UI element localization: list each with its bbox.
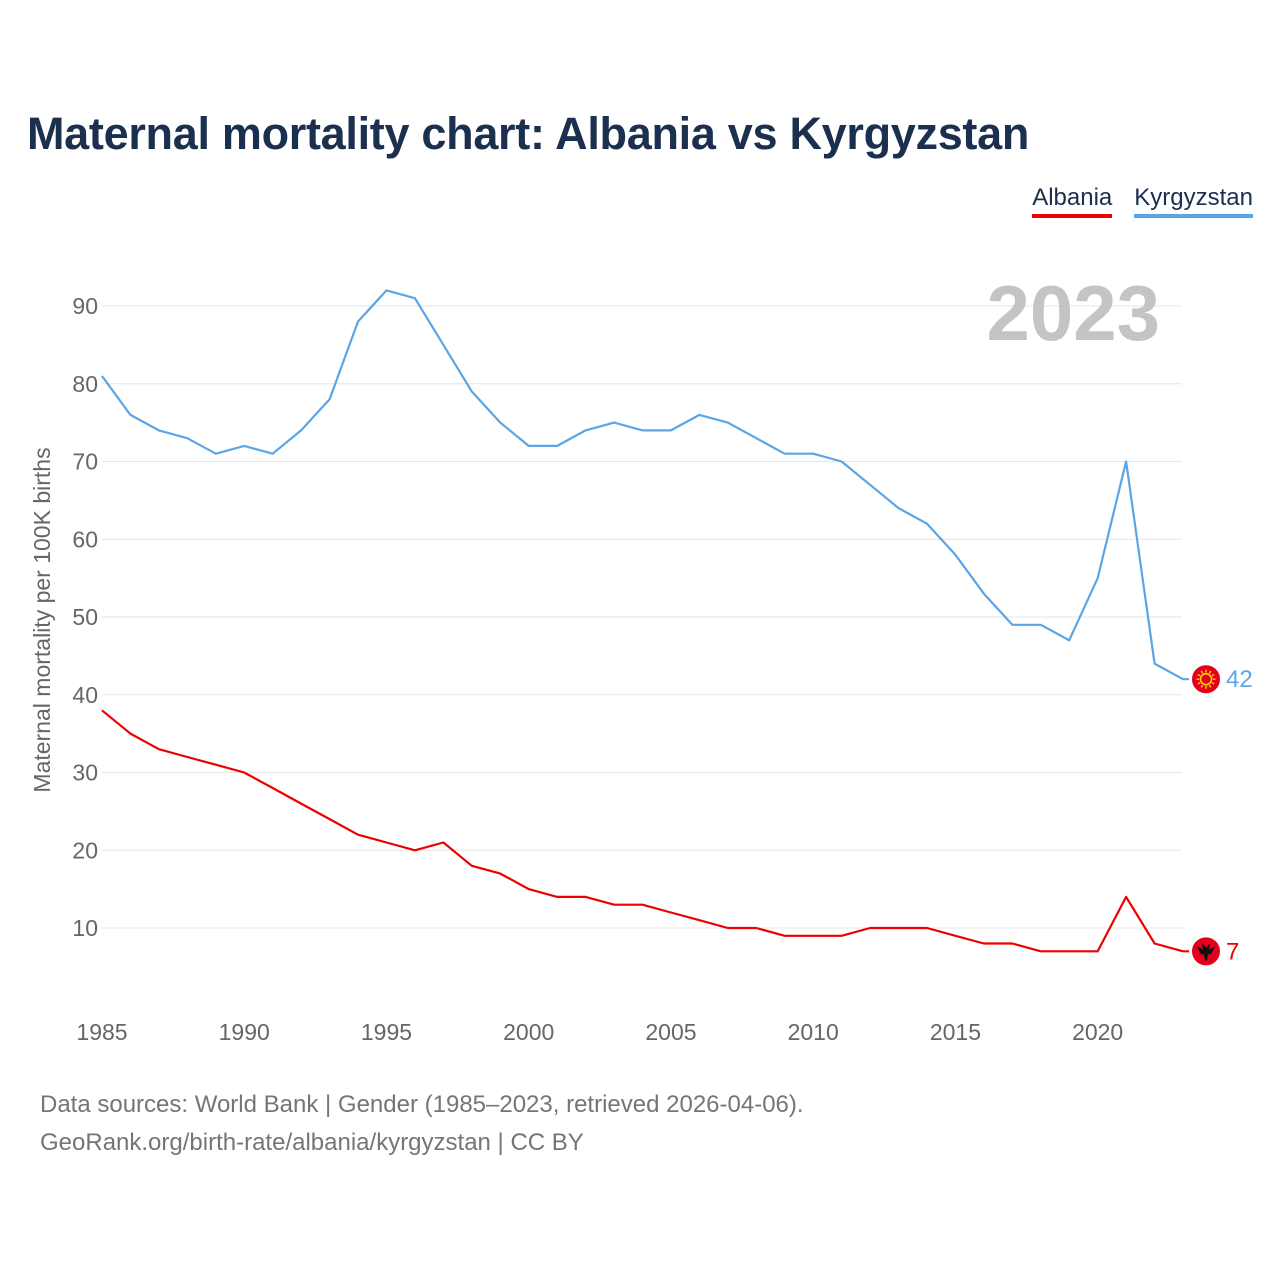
y-axis-label: Maternal mortality per 100K births <box>29 447 55 792</box>
flag-disc <box>1191 664 1221 695</box>
x-tick-label: 2015 <box>930 1019 981 1045</box>
x-tick-label: 2010 <box>788 1019 839 1045</box>
flag-sun-ray <box>1200 684 1204 688</box>
y-tick-label: 50 <box>72 604 98 630</box>
flag-sun-ray <box>1211 681 1215 685</box>
y-tick-label: 20 <box>72 837 98 863</box>
flag-eagle <box>1197 943 1215 961</box>
y-tick-label: 70 <box>72 449 98 475</box>
x-axis-ticks: 1985 1990 1995 2000 2005 2010 2015 2020 <box>76 1019 1123 1045</box>
flag-sun-ray <box>1197 673 1201 677</box>
year-watermark: 2023 <box>986 269 1160 357</box>
x-tick-label: 1990 <box>219 1019 270 1045</box>
albania-flag-icon <box>1191 936 1221 967</box>
end-label-kyrgyzstan: 42 <box>1226 666 1253 693</box>
flag-sun-ray <box>1200 670 1204 674</box>
legend-item-kyrgyzstan[interactable]: Kyrgyzstan <box>1134 184 1253 218</box>
source-link[interactable]: GeoRank.org/birth-rate/albania/kyrgyzsta… <box>40 1129 584 1156</box>
y-tick-label: 80 <box>72 371 98 397</box>
data-source-note: Data sources: World Bank | Gender (1985–… <box>40 1091 804 1118</box>
chart-title: Maternal mortality chart: Albania vs Kyr… <box>27 108 1030 159</box>
flag-sun-ray <box>1211 673 1215 677</box>
y-tick-label: 10 <box>72 915 98 941</box>
kyrgyzstan-flag-icon <box>1191 664 1221 695</box>
end-markers: 42 7 <box>1191 664 1253 967</box>
x-tick-label: 2000 <box>503 1019 554 1045</box>
y-axis-ticks: 10 20 30 40 50 60 70 80 90 <box>72 293 98 941</box>
y-tick-label: 40 <box>72 682 98 708</box>
x-tick-label: 1995 <box>361 1019 412 1045</box>
flag-sun <box>1199 672 1213 686</box>
y-tick-label: 90 <box>72 293 98 319</box>
y-tick-label: 30 <box>72 760 98 786</box>
x-tick-label: 1985 <box>76 1019 127 1045</box>
grid <box>102 305 1182 929</box>
series-lines <box>101 289 1189 953</box>
footer: Data sources: World Bank | Gender (1985–… <box>40 1086 804 1162</box>
x-tick-label: 2005 <box>645 1019 696 1045</box>
y-tick-label: 60 <box>72 526 98 552</box>
x-tick-label: 2020 <box>1072 1019 1123 1045</box>
flag-sun-ray <box>1208 684 1212 688</box>
series-line-albania <box>101 709 1189 953</box>
flag-sun-ray <box>1208 670 1212 674</box>
legend-item-albania[interactable]: Albania <box>1032 184 1113 218</box>
flag-sun-ray <box>1197 681 1201 685</box>
end-label-albania: 7 <box>1226 938 1239 965</box>
series-line-kyrgyzstan <box>101 289 1189 681</box>
legend: Albania Kyrgyzstan <box>1032 184 1253 218</box>
